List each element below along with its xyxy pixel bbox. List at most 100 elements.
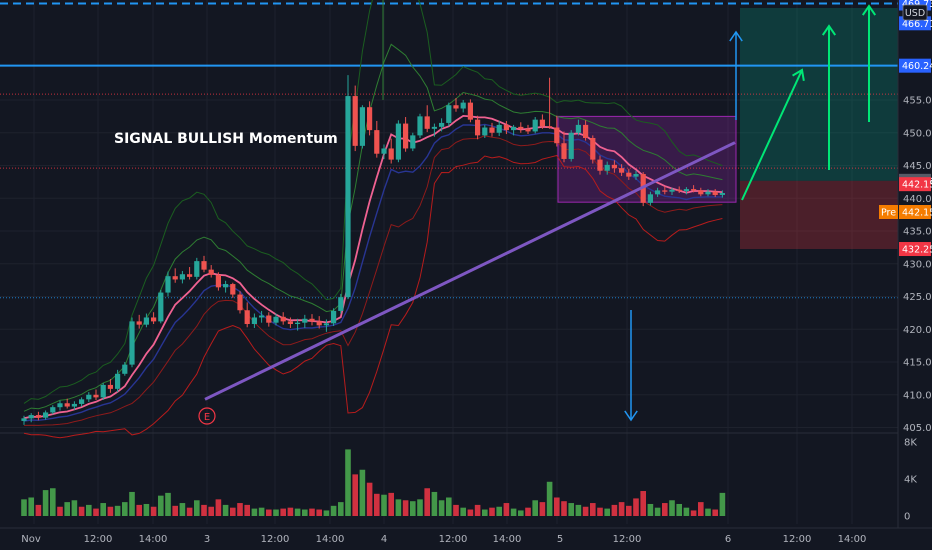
candle-body	[503, 124, 509, 131]
price-tick-label: 410.00	[903, 390, 932, 401]
candle	[28, 413, 34, 423]
signal-line	[23, 123, 723, 422]
candle	[223, 280, 229, 293]
candle-body	[705, 191, 711, 195]
volume-bar	[590, 503, 596, 516]
candle	[388, 138, 394, 164]
candle-body	[136, 321, 142, 325]
candle-body	[251, 317, 257, 325]
price-tick-label: 405.00	[903, 423, 932, 434]
candle-body	[259, 315, 265, 318]
candle	[259, 310, 265, 323]
earnings-marker[interactable]: E	[198, 407, 216, 425]
currency-button[interactable]: USD	[902, 4, 928, 21]
candle	[136, 314, 142, 329]
candle	[93, 389, 99, 400]
volume-bar	[215, 499, 222, 516]
price-tick-label: 455.00	[903, 96, 932, 107]
volume-bar	[525, 507, 531, 516]
candle	[122, 362, 128, 376]
volume-bar	[654, 507, 661, 516]
volume-bar	[309, 508, 315, 516]
candle-body	[417, 116, 423, 136]
arrow-head	[624, 410, 638, 422]
volume-bar	[179, 503, 186, 516]
candle	[287, 317, 293, 328]
volume-bar	[438, 500, 445, 516]
candle	[633, 170, 639, 180]
candle-body	[662, 190, 668, 192]
volume-bar	[129, 491, 135, 516]
volume-bar	[208, 506, 214, 516]
candle-body	[179, 274, 185, 280]
arrow-head	[821, 24, 837, 36]
candle	[590, 135, 596, 164]
candle	[417, 113, 423, 138]
candle	[547, 77, 553, 129]
volume-bar	[683, 507, 690, 516]
volume-bar	[446, 497, 452, 516]
candle	[302, 314, 308, 328]
candle-body	[590, 137, 596, 160]
candle	[460, 100, 466, 113]
volume-bar	[510, 508, 517, 516]
volume-bar	[611, 504, 618, 516]
candle	[453, 98, 459, 112]
volume-bar	[323, 510, 330, 516]
candle	[21, 415, 27, 425]
candle-body	[151, 317, 157, 322]
volume-bar	[78, 506, 85, 516]
volume-bar	[662, 503, 668, 516]
candle	[619, 164, 625, 176]
volume-bar	[352, 474, 358, 516]
volume-bar	[100, 503, 106, 516]
pre-badge	[879, 205, 898, 220]
candle	[669, 187, 675, 195]
candle	[86, 392, 92, 402]
candle-body	[143, 317, 149, 325]
volume-tick-label: 0	[904, 512, 910, 523]
volume-bar	[172, 505, 178, 516]
volume-bar	[690, 510, 697, 516]
candle-body	[626, 172, 632, 177]
price-tick-label: 415.00	[903, 358, 932, 369]
candle-body	[338, 297, 344, 311]
volume-bar	[158, 495, 164, 516]
candle	[100, 382, 106, 400]
candle-body	[446, 105, 452, 123]
candle	[215, 272, 221, 291]
price-tag-label: 442.15	[902, 180, 932, 191]
volume-bar	[698, 502, 704, 516]
candle	[194, 257, 200, 280]
candle	[655, 187, 661, 197]
volume-bar	[705, 508, 711, 516]
candle	[244, 302, 250, 328]
price-axis[interactable]: 405.00 410.00 415.00 420.00 425.00 430.00 435.…	[897, 0, 932, 528]
candle	[496, 120, 502, 137]
candle	[187, 267, 193, 280]
green-arrow-1	[741, 68, 805, 201]
time-tick-label: 12:00	[613, 534, 642, 545]
volume-bar	[143, 503, 150, 516]
time-axis[interactable]: Nov 12:00 14:00 3 12:00 14:00 4 12:00 14:00 5 12:0…	[0, 527, 932, 545]
candle	[691, 185, 697, 193]
candle-body	[107, 384, 113, 389]
price-tag: 442.15	[899, 177, 932, 192]
price-tag-bg	[899, 242, 931, 257]
candle	[129, 317, 135, 368]
candle-body	[525, 128, 531, 132]
volume-bar	[597, 507, 603, 516]
volume-bar	[712, 509, 718, 516]
candle-body	[50, 407, 56, 413]
candle-body	[547, 126, 553, 128]
candle-body	[655, 190, 661, 195]
candle	[583, 120, 589, 141]
volume-bar	[402, 500, 409, 516]
volume-bar	[568, 503, 574, 516]
candle	[165, 271, 171, 297]
time-tick-label: 14:00	[139, 534, 168, 545]
volume-bar	[316, 509, 322, 516]
green-arrow-2	[821, 24, 837, 170]
